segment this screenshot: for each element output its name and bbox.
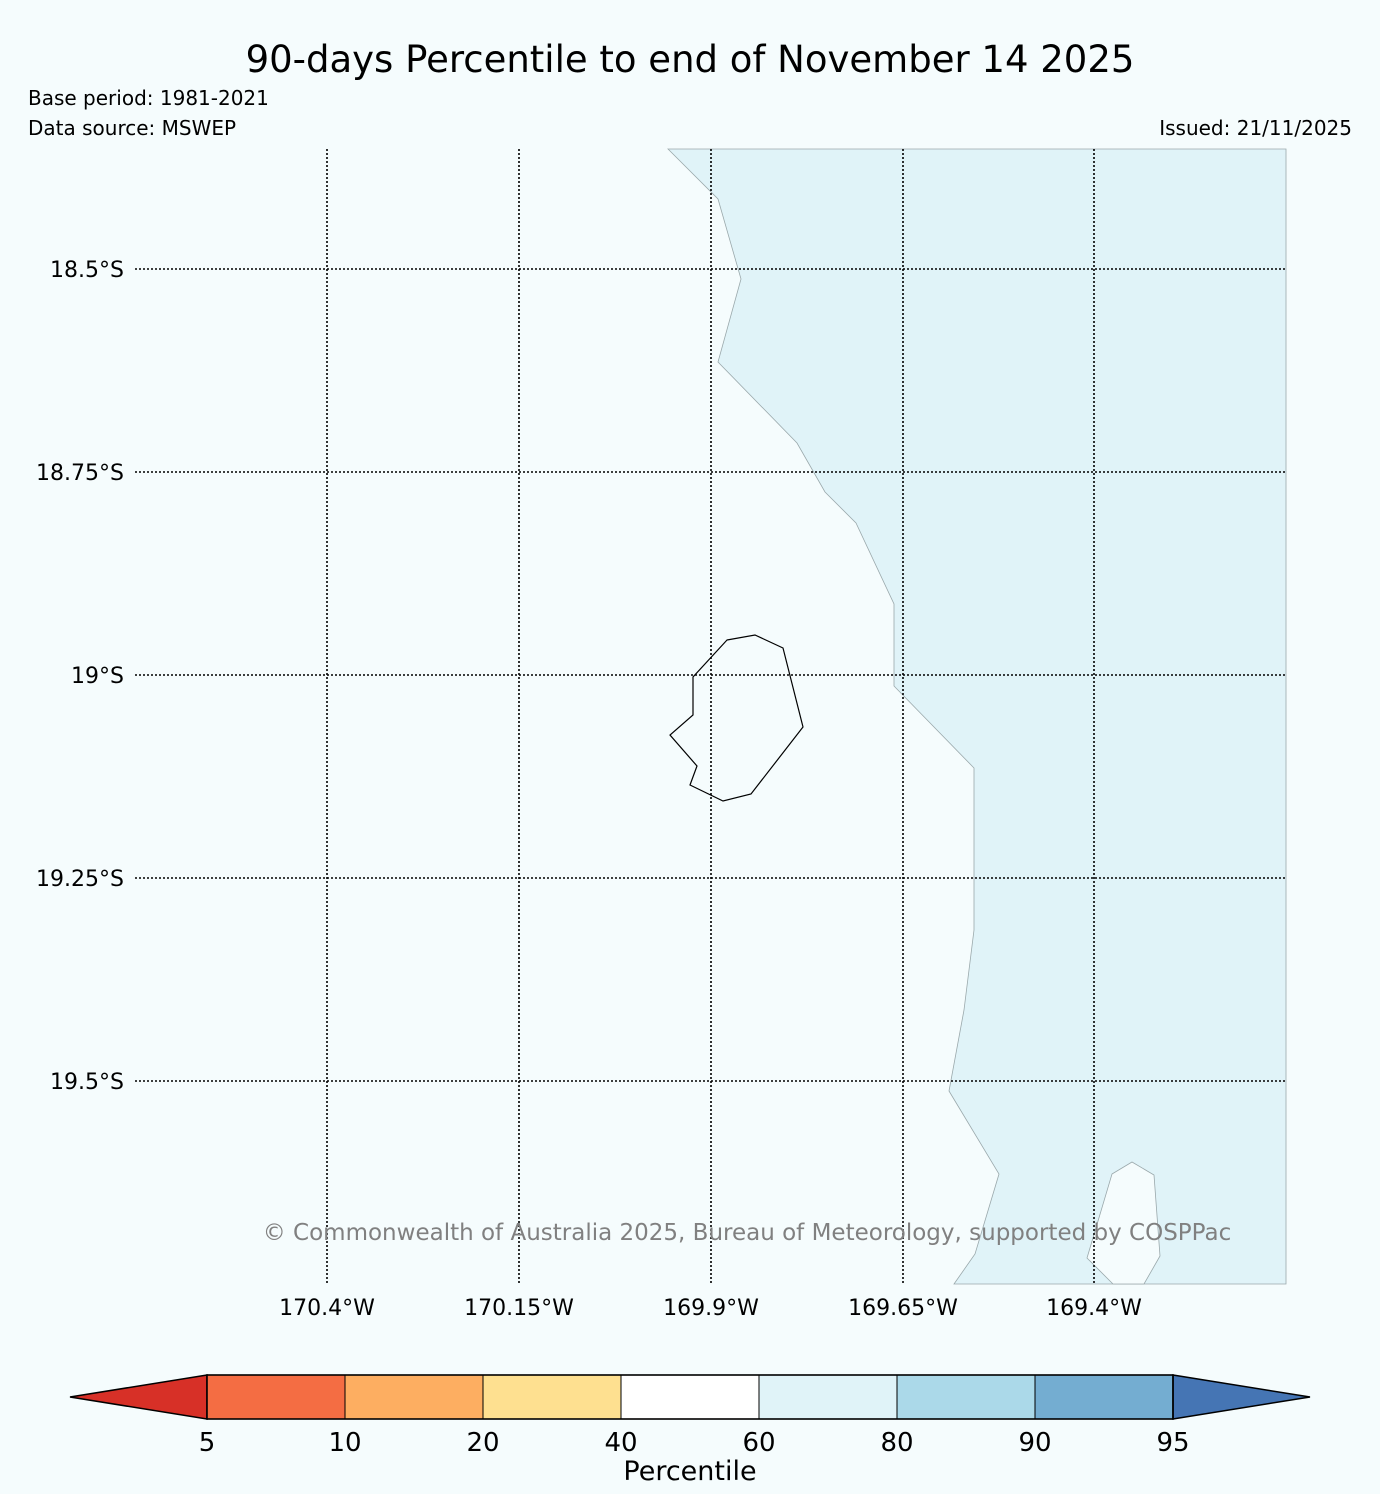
colorbar-tick-60: 60 <box>742 1428 775 1458</box>
lat-label-18-75: 18.75°S <box>36 461 124 486</box>
colorbar-segment-5-10 <box>206 1374 346 1420</box>
lon-label-169-9: 169.9°W <box>663 1296 759 1321</box>
colorbar-segment-10-20 <box>344 1374 484 1420</box>
longitude-gridlines <box>326 149 1095 1284</box>
lon-label-169-65: 169.65°W <box>848 1296 958 1321</box>
lat-label-19: 19°S <box>71 664 124 689</box>
island-coastline <box>669 634 804 802</box>
colorbar-segment-20-40 <box>482 1374 622 1420</box>
colorbar-outline <box>206 1374 1174 1420</box>
colorbar-extend-high <box>1172 1374 1311 1420</box>
colorbar-segment-60-80 <box>758 1374 898 1420</box>
colorbar-tick-10: 10 <box>328 1428 361 1458</box>
base-period-text: Base period: 1981-2021 <box>28 86 269 110</box>
colorbar-tick-40: 40 <box>604 1428 637 1458</box>
lon-label-170-15: 170.15°W <box>464 1296 574 1321</box>
colorbar-tick-80: 80 <box>880 1428 913 1458</box>
lat-label-19-25: 19.25°S <box>36 867 124 892</box>
colorbar-tick-20: 20 <box>466 1428 499 1458</box>
issued-date-text: Issued: 21/11/2025 <box>1159 116 1352 140</box>
colorbar-tick-5: 5 <box>199 1428 216 1458</box>
colorbar-segment-80-90 <box>896 1374 1036 1420</box>
lon-label-169-4: 169.4°W <box>1046 1296 1142 1321</box>
colorbar-segment-90-95 <box>1034 1374 1174 1420</box>
lat-label-18-5: 18.5°S <box>50 258 124 283</box>
colorbar-segment-40-60 <box>620 1374 760 1420</box>
colorbar-title: Percentile <box>623 1456 756 1487</box>
colorbar-extend-low <box>69 1374 208 1420</box>
percentile-region-60-80 <box>667 148 1287 1285</box>
data-source-text: Data source: MSWEP <box>28 116 237 140</box>
percentile-region-40-60-patch <box>1086 1161 1161 1285</box>
lon-label-170-4: 170.4°W <box>279 1296 375 1321</box>
lat-label-19-5: 19.5°S <box>50 1070 124 1095</box>
colorbar-tick-90: 90 <box>1018 1428 1051 1458</box>
colorbar: 5 10 20 40 60 80 90 95 Percentile <box>69 1374 1311 1487</box>
colorbar-tick-95: 95 <box>1156 1428 1189 1458</box>
copyright-text: © Commonwealth of Australia 2025, Bureau… <box>263 1220 1232 1246</box>
map-title: 90-days Percentile to end of November 14… <box>245 38 1135 81</box>
